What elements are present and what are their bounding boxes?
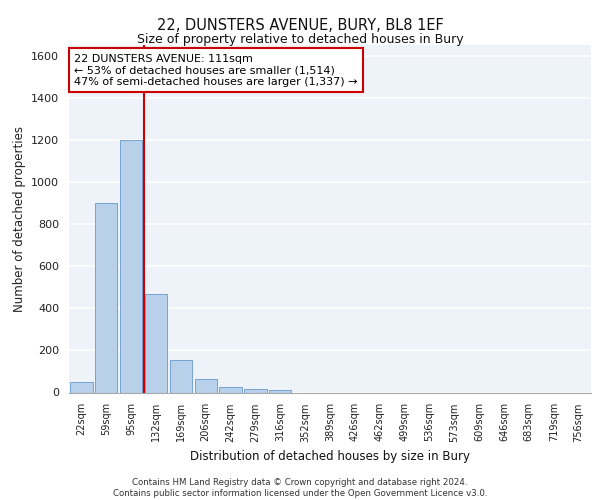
Bar (95, 203, 118, 392)
Bar (194, 379, 217, 392)
Text: Size of property relative to detached houses in Bury: Size of property relative to detached ho… (137, 32, 463, 46)
Bar (220, 386, 242, 392)
Bar (244, 388, 266, 392)
Bar (170, 360, 192, 392)
Bar (70, 382, 92, 392)
Bar (269, 390, 292, 392)
Bar (145, 294, 167, 392)
Bar (120, 140, 142, 392)
Text: 22 DUNSTERS AVENUE: 111sqm
← 53% of detached houses are smaller (1,514)
47% of s: 22 DUNSTERS AVENUE: 111sqm ← 53% of deta… (74, 54, 358, 87)
Y-axis label: Number of detached properties: Number of detached properties (13, 126, 26, 312)
Text: Contains HM Land Registry data © Crown copyright and database right 2024.
Contai: Contains HM Land Registry data © Crown c… (113, 478, 487, 498)
Text: 22, DUNSTERS AVENUE, BURY, BL8 1EF: 22, DUNSTERS AVENUE, BURY, BL8 1EF (157, 18, 443, 32)
X-axis label: Distribution of detached houses by size in Bury: Distribution of detached houses by size … (190, 450, 470, 463)
